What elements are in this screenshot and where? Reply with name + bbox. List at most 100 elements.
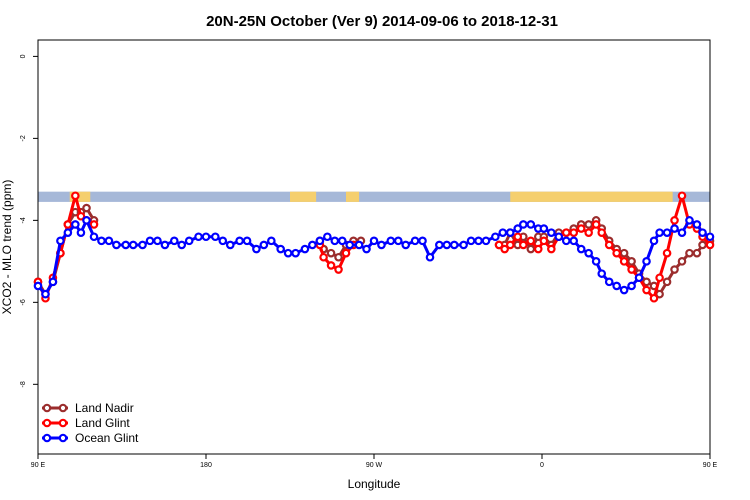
- data-point-land-glint: [597, 228, 607, 237]
- data-point-land-glint: [569, 228, 579, 237]
- series-ocean-glint: [33, 216, 715, 299]
- land-band: [69, 191, 91, 202]
- data-point-ocean-glint: [401, 240, 411, 250]
- data-point-land-nadir: [584, 220, 593, 229]
- land-band: [290, 191, 317, 202]
- data-point-ocean-glint: [498, 228, 508, 237]
- data-point-ocean-glint: [459, 240, 468, 250]
- data-point-land-glint: [561, 228, 571, 237]
- data-point-land-glint: [71, 191, 80, 201]
- data-point-ocean-glint: [591, 257, 601, 266]
- data-point-ocean-glint: [698, 228, 707, 237]
- data-point-land-glint: [539, 236, 549, 246]
- data-point-ocean-glint: [466, 236, 476, 246]
- data-point-ocean-glint: [291, 248, 300, 258]
- data-point-land-nadir: [685, 248, 694, 258]
- data-point-land-nadir: [326, 248, 336, 258]
- legend-item-land-nadir: Land Nadir: [42, 401, 134, 415]
- data-point-ocean-glint: [677, 228, 687, 237]
- data-point-land-glint: [619, 257, 629, 266]
- data-point-ocean-glint: [354, 240, 364, 250]
- data-point-ocean-glint: [705, 232, 715, 242]
- data-point-ocean-glint: [300, 244, 310, 254]
- data-point-ocean-glint: [41, 289, 50, 299]
- data-point-ocean-glint: [76, 228, 86, 237]
- data-point-ocean-glint: [160, 240, 170, 250]
- data-point-ocean-glint: [211, 232, 220, 242]
- data-point-land-glint: [576, 224, 586, 233]
- data-point-land-glint: [500, 244, 509, 254]
- data-point-ocean-glint: [554, 232, 564, 242]
- data-point-ocean-glint: [410, 236, 420, 246]
- data-point-ocean-glint: [576, 244, 586, 254]
- data-point-ocean-glint: [89, 232, 99, 242]
- data-point-ocean-glint: [547, 228, 556, 237]
- data-point-ocean-glint: [474, 236, 483, 246]
- data-point-ocean-glint: [82, 216, 91, 225]
- data-point-ocean-glint: [184, 236, 194, 246]
- data-point-land-nadir: [334, 252, 343, 262]
- data-point-ocean-glint: [377, 240, 386, 250]
- legend-marker: [42, 418, 52, 428]
- data-point-land-glint: [604, 240, 614, 250]
- x-tick-label: 90 E: [31, 462, 46, 469]
- data-point-ocean-glint: [519, 220, 528, 229]
- data-point-land-nadir: [627, 257, 636, 266]
- y-tick-label: 0: [20, 54, 27, 58]
- data-point-land-glint: [705, 240, 715, 250]
- data-point-ocean-glint: [218, 236, 228, 246]
- data-point-ocean-glint: [655, 228, 664, 237]
- data-point-ocean-glint: [561, 236, 571, 246]
- data-point-ocean-glint: [48, 277, 58, 287]
- data-point-land-nadir: [662, 277, 672, 287]
- data-point-ocean-glint: [330, 236, 340, 246]
- data-point-ocean-glint: [97, 236, 106, 246]
- data-point-ocean-glint: [345, 240, 355, 250]
- data-point-ocean-glint: [619, 285, 629, 295]
- data-point-land-glint: [670, 216, 679, 225]
- data-point-ocean-glint: [539, 224, 549, 233]
- data-point-land-nadir: [526, 244, 536, 254]
- data-point-land-nadir: [677, 257, 687, 266]
- data-point-ocean-glint: [242, 236, 252, 246]
- x-tick-label: 0: [540, 462, 544, 469]
- data-point-ocean-glint: [323, 232, 332, 242]
- data-point-ocean-glint: [685, 216, 694, 225]
- data-point-land-glint: [319, 252, 328, 262]
- x-axis: 90 E 180 90 W 0 90 E: [31, 454, 718, 469]
- data-point-ocean-glint: [597, 269, 607, 278]
- land-band: [346, 191, 360, 202]
- legend-label: Land Nadir: [75, 401, 134, 415]
- chart-title: 20N-25N October (Ver 9) 2014-09-06 to 20…: [206, 13, 558, 30]
- data-point-ocean-glint: [153, 236, 162, 246]
- data-point-ocean-glint: [315, 236, 325, 246]
- data-point-ocean-glint: [259, 240, 269, 250]
- data-point-land-nadir: [692, 248, 702, 258]
- data-point-ocean-glint: [308, 240, 317, 250]
- y-axis: 0 -2 -4 -6 -8: [20, 54, 38, 387]
- data-point-land-glint: [513, 232, 523, 242]
- data-point-land-glint: [655, 273, 664, 283]
- data-point-ocean-glint: [513, 224, 523, 233]
- y-tick-label: -4: [20, 217, 27, 223]
- data-point-ocean-glint: [449, 240, 459, 250]
- data-point-ocean-glint: [649, 236, 659, 246]
- data-point-ocean-glint: [418, 236, 427, 246]
- legend-marker: [58, 403, 68, 413]
- data-point-ocean-glint: [33, 281, 43, 291]
- data-point-ocean-glint: [481, 236, 491, 246]
- data-point-ocean-glint: [393, 236, 403, 246]
- data-point-ocean-glint: [121, 240, 131, 250]
- data-point-land-nadir: [642, 277, 651, 287]
- legend-label: Land Glint: [75, 416, 130, 430]
- data-point-ocean-glint: [235, 236, 244, 246]
- data-point-ocean-glint: [662, 228, 672, 237]
- data-point-ocean-glint: [642, 257, 651, 266]
- legend-item-ocean-glint: Ocean Glint: [42, 431, 139, 445]
- data-point-ocean-glint: [63, 228, 73, 237]
- data-point-land-glint: [341, 248, 351, 258]
- y-tick-label: -2: [20, 135, 27, 141]
- data-point-ocean-glint: [442, 240, 452, 250]
